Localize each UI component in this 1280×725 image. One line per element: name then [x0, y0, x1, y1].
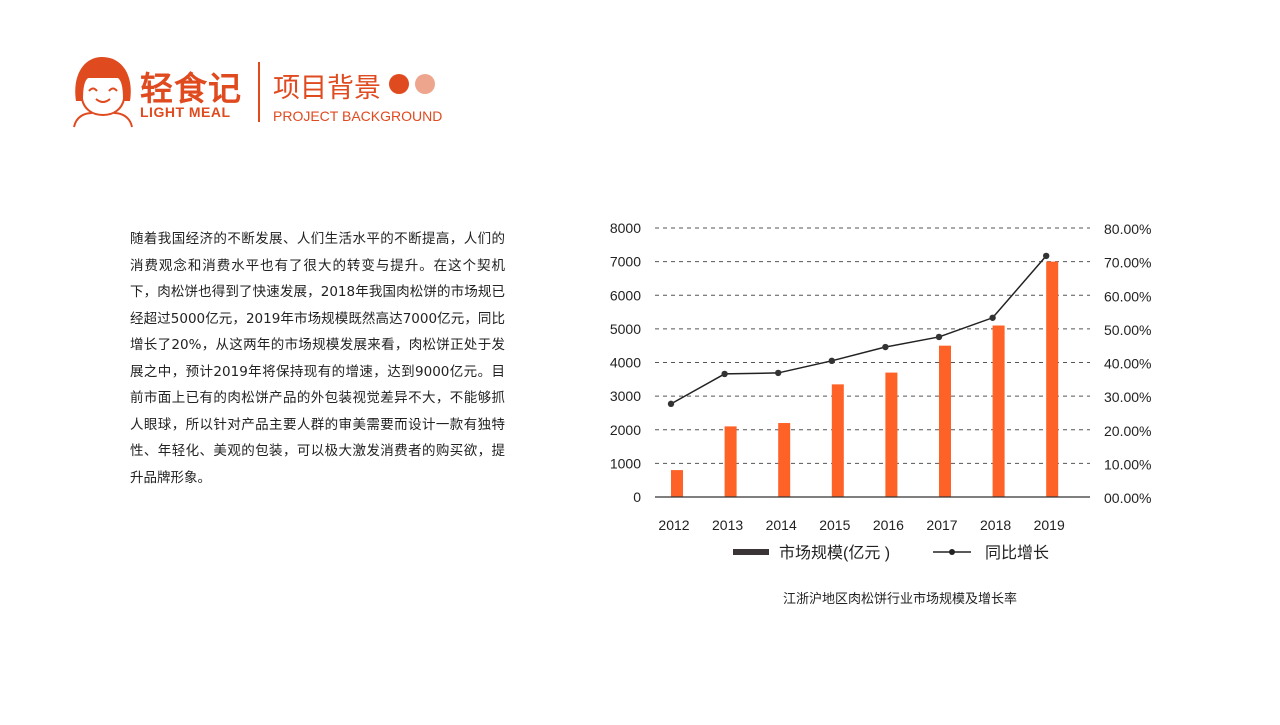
brand-name-en: LIGHT MEAL — [140, 104, 231, 120]
decor-dot-dark — [389, 74, 409, 94]
growth-line — [670, 255, 1047, 405]
logo-mascot-icon — [73, 57, 133, 128]
legend-line-label: 同比增长 — [985, 544, 1049, 562]
growth-point — [989, 314, 996, 321]
background-paragraph: 随着我国经济的不断发展、人们生活水平的不断提高，人们的消费观念和消费水平也有了很… — [130, 231, 505, 486]
header-divider — [258, 62, 260, 122]
bar — [939, 345, 951, 497]
legend-bar-label: 市场规模(亿元 ) — [779, 544, 890, 562]
growth-point — [775, 369, 782, 377]
bar — [1046, 261, 1059, 497]
growth-point — [828, 357, 835, 365]
y-left-tick-label: 1000 — [610, 455, 641, 471]
y-left-tick-label: 4000 — [610, 355, 641, 371]
chart-title: 江浙沪地区肉松饼行业市场规模及增长率 — [782, 592, 1017, 607]
y-right-tick-label: 10.00% — [1104, 456, 1151, 472]
x-tick-label: 2014 — [766, 517, 797, 533]
x-tick-label: 2012 — [658, 517, 689, 533]
growth-point — [1043, 252, 1050, 260]
bar — [885, 372, 898, 497]
y-right-tick-label: 60.00% — [1104, 288, 1151, 304]
y-right-tick-label: 40.00% — [1104, 356, 1151, 372]
x-tick-label: 2013 — [712, 517, 743, 533]
y-left-tick-label: 0 — [633, 489, 641, 505]
legend-line-marker — [949, 549, 955, 555]
legend-bar-swatch — [733, 549, 769, 555]
y-left-tick-label: 7000 — [610, 254, 641, 270]
y-left-tick-label: 5000 — [610, 321, 641, 337]
bar — [831, 384, 844, 497]
bar — [671, 470, 683, 497]
x-tick-label: 2016 — [873, 517, 904, 533]
bar — [778, 423, 791, 497]
growth-point — [882, 343, 889, 351]
x-tick-label: 2018 — [980, 517, 1011, 533]
x-tick-label: 2019 — [1034, 517, 1065, 533]
section-title-en: PROJECT BACKGROUND — [273, 108, 443, 124]
bar — [992, 325, 1005, 497]
y-right-tick-label: 80.00% — [1104, 221, 1151, 237]
growth-point — [667, 400, 675, 408]
y-right-tick-label: 20.00% — [1104, 423, 1151, 439]
brand-name-cn: 轻食记 — [140, 69, 242, 108]
growth-point — [935, 333, 943, 341]
x-tick-label: 2017 — [926, 517, 957, 533]
y-left-tick-label: 3000 — [610, 388, 641, 404]
x-tick-label: 2015 — [819, 517, 850, 533]
bar — [724, 426, 737, 497]
growth-point — [721, 370, 728, 378]
y-left-tick-label: 6000 — [610, 287, 641, 303]
decor-dot-light — [415, 74, 435, 94]
market-chart: 0 00.00% 1000 10.00% 2000 20.00% 3000 30.00% 400… — [610, 220, 1152, 562]
y-right-tick-label: 00.00% — [1104, 490, 1151, 506]
y-right-tick-label: 30.00% — [1104, 389, 1151, 405]
y-right-tick-label: 70.00% — [1104, 255, 1151, 271]
y-right-tick-label: 50.00% — [1104, 322, 1151, 338]
y-left-tick-label: 8000 — [610, 220, 641, 236]
y-left-tick-label: 2000 — [610, 422, 641, 438]
section-title-cn: 项目背景 — [273, 73, 381, 104]
